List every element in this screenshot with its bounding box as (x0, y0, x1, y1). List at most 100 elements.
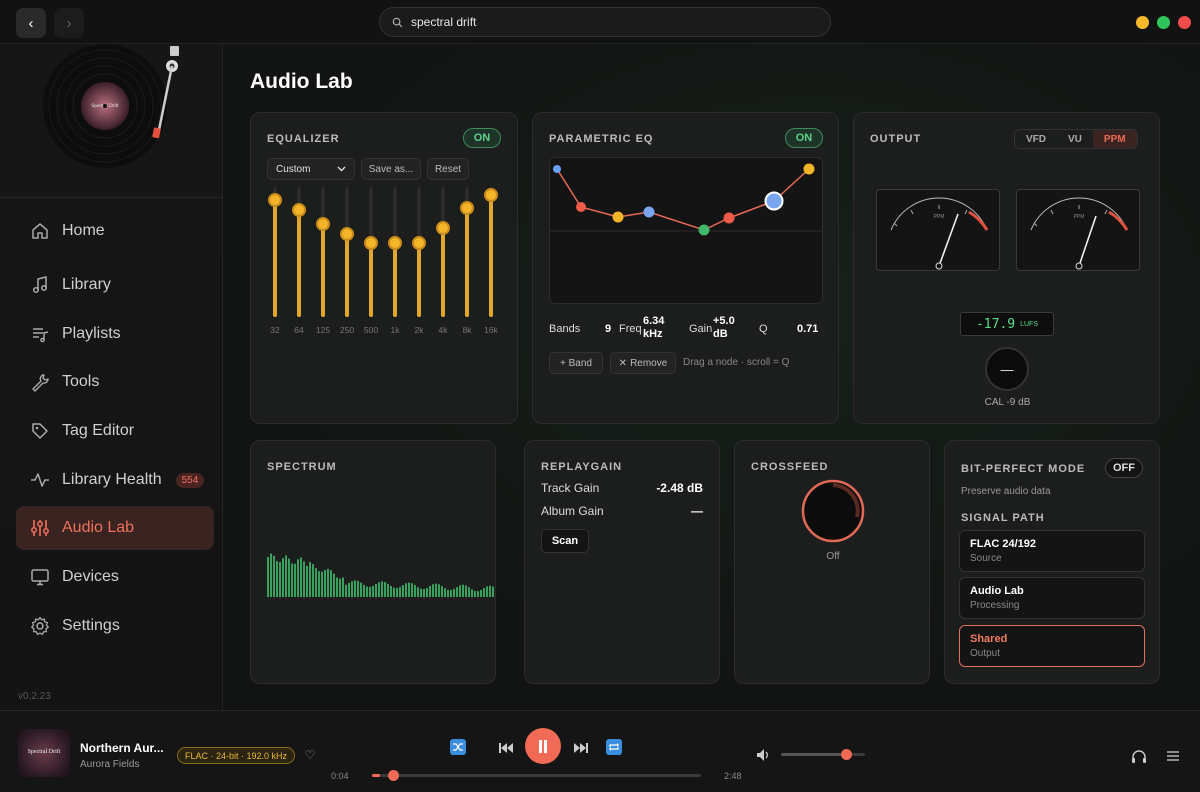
eq-band-250[interactable]: 250 (335, 187, 359, 343)
remove-band-button[interactable]: ✕ Remove (610, 352, 676, 374)
track-title[interactable]: Northern Aur... (80, 741, 164, 755)
spectrum-bar (474, 590, 476, 597)
repeat-button[interactable] (606, 739, 622, 755)
eq-band-1k[interactable]: 1k (383, 187, 407, 343)
maximize-button[interactable] (1157, 16, 1170, 29)
bit-perfect-toggle[interactable]: OFF (1105, 458, 1143, 478)
progress-handle[interactable] (388, 770, 399, 781)
eq-band-4k[interactable]: 4k (431, 187, 455, 343)
save-preset-button[interactable]: Save as... (361, 158, 421, 180)
eq-node[interactable] (643, 206, 655, 218)
spectrum-bar (330, 570, 332, 597)
close-icon: ✕ (618, 357, 628, 369)
volume-handle[interactable] (841, 749, 852, 760)
replaygain-title: REPLAYGAIN (541, 461, 623, 473)
eq-band-label: 8k (462, 325, 472, 335)
parametric-toggle[interactable]: ON (785, 128, 823, 148)
path-item-sub: Output (970, 648, 1001, 659)
meter-label: PPM (934, 214, 945, 220)
eq-band-knob[interactable] (436, 221, 450, 235)
add-band-button[interactable]: + Band (549, 352, 603, 374)
sidebar-item-audio-lab[interactable]: Audio Lab (16, 506, 214, 550)
main-content: Audio Lab EQUALIZER ON Custom Save as...… (224, 44, 1200, 710)
calibration-label: CAL -9 dB (984, 397, 1031, 408)
spectrum-bar (354, 580, 356, 597)
headphones-button[interactable] (1130, 747, 1148, 765)
bands-label: Bands (549, 323, 581, 335)
eq-band-knob[interactable] (364, 236, 378, 250)
scan-button[interactable]: Scan (541, 529, 589, 553)
mode-ppm[interactable]: PPM (1092, 130, 1137, 148)
eq-node-selected[interactable] (764, 191, 784, 211)
close-button[interactable] (1178, 16, 1191, 29)
eq-node[interactable] (698, 224, 710, 236)
parametric-curve-graph[interactable] (549, 157, 823, 304)
eq-band-fill (465, 208, 469, 317)
eq-band-knob[interactable] (388, 236, 402, 250)
pause-button[interactable] (525, 728, 561, 764)
sidebar-item-tag-editor[interactable]: Tag Editor (16, 409, 214, 453)
spectrum-bar (408, 582, 410, 597)
shuffle-button[interactable] (450, 739, 466, 755)
skip-forward-icon (574, 743, 588, 753)
eq-band-knob[interactable] (268, 193, 282, 207)
eq-band-32[interactable]: 32 (263, 187, 287, 343)
sidebar-item-devices[interactable]: Devices (16, 555, 214, 599)
equalizer-toggle[interactable]: ON (463, 128, 501, 148)
eq-node[interactable] (612, 211, 624, 223)
eq-node[interactable] (803, 163, 815, 175)
calibration-knob[interactable]: — (985, 347, 1029, 391)
volume-slider[interactable] (781, 749, 865, 760)
eq-band-knob[interactable] (460, 201, 474, 215)
spectrum-bar (291, 563, 293, 597)
track-artist[interactable]: Aurora Fields (80, 759, 140, 770)
sidebar-item-library-health[interactable]: Library Health 554 (16, 458, 214, 502)
eq-band-knob[interactable] (316, 217, 330, 231)
spectrum-bar (387, 583, 389, 597)
mode-vu[interactable]: VU (1068, 133, 1082, 145)
eq-band-knob[interactable] (412, 236, 426, 250)
eq-node[interactable] (723, 212, 735, 224)
next-button[interactable] (572, 739, 590, 757)
eq-node[interactable] (576, 202, 586, 212)
spectrum-bar (288, 558, 290, 597)
eq-band-8k[interactable]: 8k (455, 187, 479, 343)
sidebar-item-playlists[interactable]: Playlists (16, 312, 214, 356)
eq-node[interactable] (553, 165, 561, 173)
volume-button[interactable] (756, 747, 772, 763)
spectrum-bar (414, 584, 416, 597)
forward-button[interactable]: › (54, 8, 84, 38)
eq-band-64[interactable]: 64 (287, 187, 311, 343)
spectrum-bar (402, 585, 404, 597)
search-bar[interactable] (379, 7, 831, 37)
sliders-icon (31, 520, 49, 536)
eq-band-knob[interactable] (292, 203, 306, 217)
sidebar-item-tools[interactable]: Tools (16, 360, 214, 404)
progress-bar[interactable] (372, 770, 701, 781)
eq-band-knob[interactable] (340, 227, 354, 241)
previous-button[interactable] (497, 739, 515, 757)
spectrum-bar (324, 570, 326, 597)
eq-band-500[interactable]: 500 (359, 187, 383, 343)
spectrum-bar (336, 577, 338, 597)
crossfeed-knob[interactable] (799, 477, 867, 545)
reset-button[interactable]: Reset (427, 158, 469, 180)
heart-icon[interactable]: ♡ (304, 748, 316, 762)
eq-band-knob[interactable] (484, 188, 498, 202)
back-button[interactable]: ‹ (16, 8, 46, 38)
album-art[interactable]: Spectral Drift (18, 729, 70, 777)
preset-select[interactable]: Custom (267, 158, 355, 180)
mode-vfd[interactable]: VFD (1026, 133, 1046, 145)
eq-band-16k[interactable]: 16k (479, 187, 503, 343)
eq-band-125[interactable]: 125 (311, 187, 335, 343)
lufs-value: -17.9 (975, 316, 1016, 332)
queue-button[interactable] (1164, 747, 1182, 765)
sidebar-item-library[interactable]: Library (16, 263, 214, 307)
spectrum-bar (303, 561, 305, 597)
sidebar-item-settings[interactable]: Settings (16, 604, 214, 648)
minimize-button[interactable] (1136, 16, 1149, 29)
sidebar-item-home[interactable]: Home (16, 209, 214, 253)
eq-band-2k[interactable]: 2k (407, 187, 431, 343)
search-input[interactable] (411, 15, 811, 29)
spectrum-bar (384, 582, 386, 597)
